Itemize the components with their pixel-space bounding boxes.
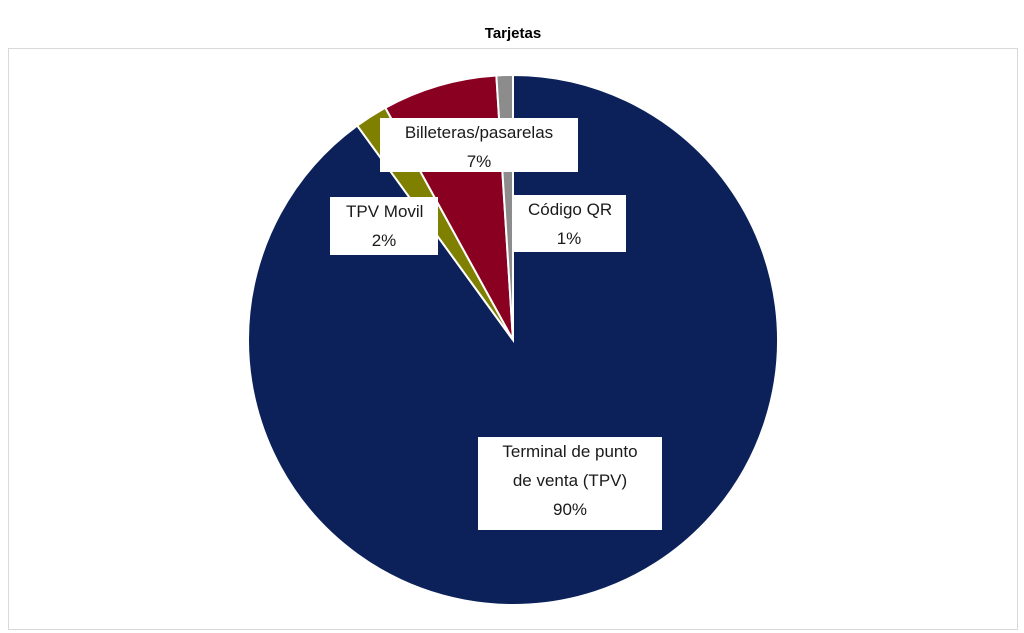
label-value: 7% <box>466 152 492 171</box>
data-label: Terminal de punto de venta (TPV) 90% <box>478 437 662 530</box>
data-label: Código QR 1% <box>512 195 626 252</box>
data-label: Billeteras/pasarelas 7% <box>380 118 578 172</box>
label-value: 90% <box>552 500 588 519</box>
label-value: 1% <box>556 229 582 248</box>
label-category: TPV Movil <box>346 202 424 221</box>
data-label: TPV Movil 2% <box>330 197 438 255</box>
label-category: Código QR <box>528 200 613 219</box>
label-value: 2% <box>371 231 397 250</box>
label-category: Billeteras/pasarelas <box>404 123 554 142</box>
label-category: Terminal de punto de venta (TPV) <box>502 442 638 490</box>
plot-frame <box>8 48 1018 630</box>
chart-title: Tarjetas <box>485 25 541 42</box>
